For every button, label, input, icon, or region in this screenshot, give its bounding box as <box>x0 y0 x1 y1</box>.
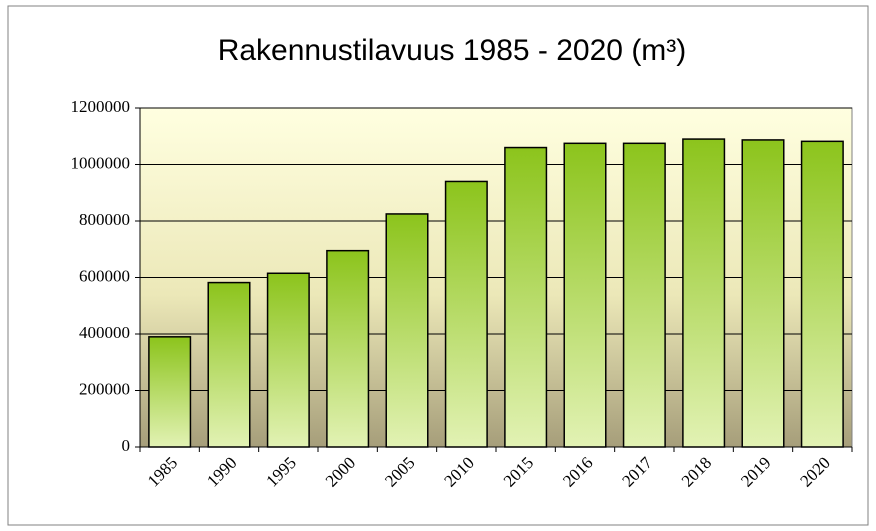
bar <box>682 138 726 448</box>
y-tick-label: 1000000 <box>71 153 131 172</box>
bar <box>207 281 251 448</box>
bar <box>504 146 548 448</box>
bar <box>622 142 666 448</box>
bar <box>148 336 192 448</box>
chart-title: Rakennustilavuus 1985 - 2020 (m³) <box>218 34 687 67</box>
y-tick-label: 200000 <box>79 379 130 398</box>
bar <box>800 140 844 448</box>
bar <box>563 142 607 448</box>
bar <box>326 249 370 448</box>
y-tick-label: 0 <box>122 436 131 455</box>
bar <box>385 213 429 448</box>
bar <box>444 180 488 448</box>
y-tick-label: 800000 <box>79 210 130 229</box>
y-tick-label: 600000 <box>79 266 130 285</box>
bar <box>741 139 785 448</box>
y-tick-label: 400000 <box>79 323 130 342</box>
y-tick-label: 1200000 <box>71 97 131 116</box>
bar <box>266 272 310 448</box>
